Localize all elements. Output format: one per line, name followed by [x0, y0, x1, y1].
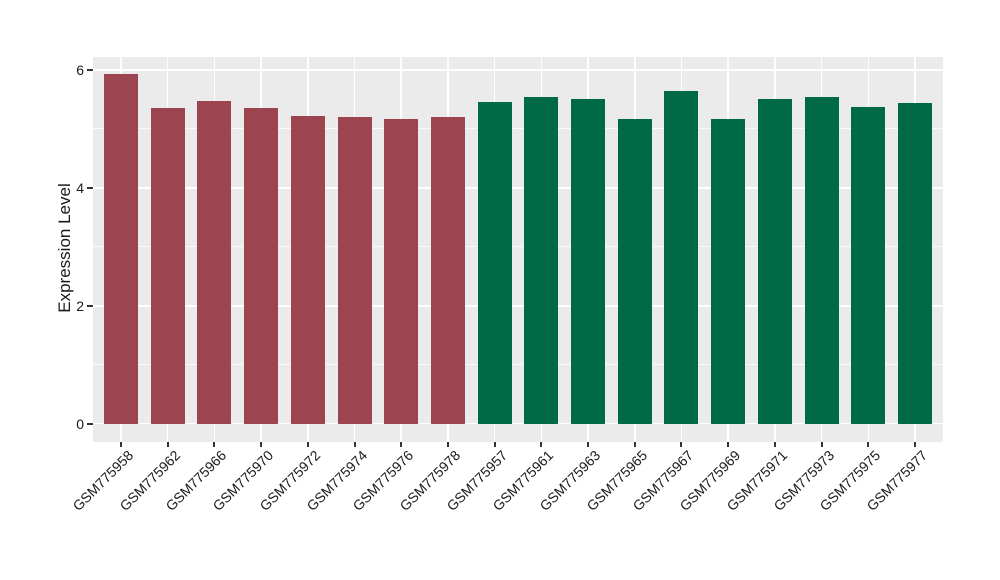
x-tick-mark — [820, 442, 823, 447]
plot-panel — [93, 57, 943, 442]
bar-GSM775976 — [384, 119, 419, 424]
x-tick-mark — [540, 442, 543, 447]
x-tick-mark — [913, 442, 916, 447]
x-tick-mark — [306, 442, 309, 447]
x-tick-mark — [680, 442, 683, 447]
bar-GSM775957 — [477, 101, 512, 424]
x-tick-label: GSM775977 — [863, 447, 931, 514]
bar-GSM775962 — [150, 108, 185, 424]
bar-GSM775975 — [851, 107, 886, 424]
y-axis-title: Expression Level — [55, 183, 74, 313]
x-tick-mark — [446, 442, 449, 447]
bar-GSM775978 — [430, 116, 465, 424]
bar-GSM775974 — [337, 117, 372, 424]
bar-GSM775965 — [617, 118, 652, 424]
major-gridline — [93, 187, 943, 189]
bar-GSM775971 — [757, 99, 792, 424]
bar-GSM775963 — [571, 98, 606, 424]
y-tick-label: 6 — [76, 61, 84, 78]
x-tick-mark — [120, 442, 123, 447]
bar-GSM775966 — [197, 101, 232, 424]
bar-GSM775977 — [897, 102, 932, 424]
minor-gridline — [93, 364, 943, 366]
major-gridline — [93, 422, 943, 425]
bar-GSM775970 — [244, 108, 279, 424]
minor-gridline — [93, 128, 943, 130]
y-tick-mark — [87, 422, 93, 425]
bar-GSM775973 — [804, 96, 839, 424]
x-tick-mark — [727, 442, 730, 447]
x-tick-mark — [260, 442, 263, 447]
y-tick-label: 0 — [76, 415, 84, 432]
y-tick-label: 4 — [76, 179, 84, 196]
y-tick-mark — [87, 186, 93, 189]
x-tick-mark — [213, 442, 216, 447]
bar-GSM775958 — [104, 73, 139, 424]
bar-GSM775967 — [664, 91, 699, 424]
y-tick-label: 2 — [76, 297, 84, 314]
x-tick-mark — [493, 442, 496, 447]
x-tick-mark — [633, 442, 636, 447]
y-tick-mark — [87, 68, 93, 71]
x-tick-mark — [400, 442, 403, 447]
major-gridline — [93, 69, 943, 71]
x-tick-mark — [166, 442, 169, 447]
x-tick-mark — [773, 442, 776, 447]
x-tick-mark — [353, 442, 356, 447]
bar-GSM775961 — [524, 97, 559, 424]
bar-GSM775969 — [711, 118, 746, 424]
x-tick-mark — [587, 442, 590, 447]
y-tick-mark — [87, 304, 93, 307]
minor-gridline — [93, 246, 943, 248]
major-gridline — [93, 305, 943, 307]
bar-GSM775972 — [290, 115, 325, 424]
x-tick-mark — [867, 442, 870, 447]
